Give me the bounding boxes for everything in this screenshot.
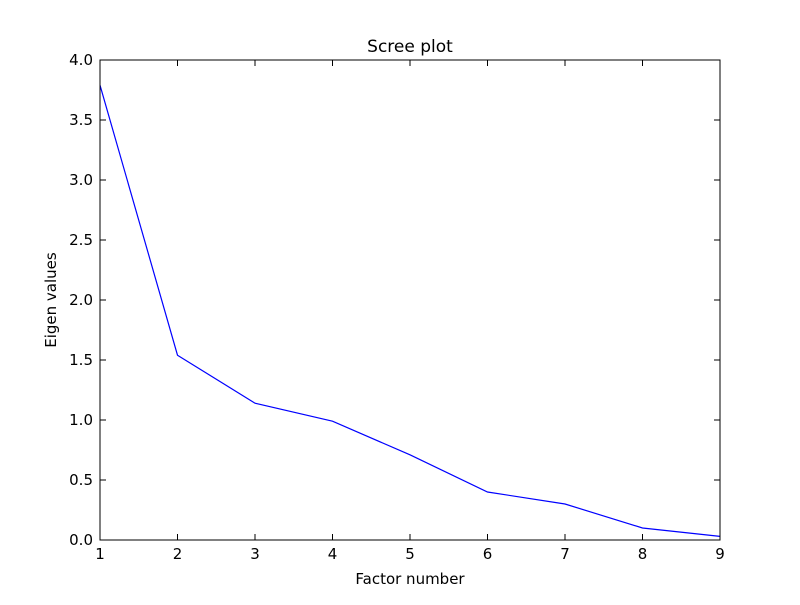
x-tick-label: 8 [638,545,648,563]
x-tick-label: 6 [483,545,493,563]
y-tick-label: 3.5 [69,111,93,129]
plot-frame [99,59,721,541]
x-tick-label: 3 [250,545,260,563]
y-tick-label: 2.5 [69,231,93,249]
y-tick-label: 4.0 [69,51,93,69]
y-tick-label: 3.0 [69,171,93,189]
chart-title: Scree plot [367,37,453,57]
y-axis-label: Eigen values [42,252,60,348]
x-tick-label: 9 [715,545,725,563]
y-tick-label: 1.5 [69,351,93,369]
x-tick-label: 2 [173,545,183,563]
y-tick-label: 0.5 [69,471,93,489]
y-tick-label: 0.0 [69,531,93,549]
x-axis-label: Factor number [355,570,465,588]
y-tick-label: 2.0 [69,291,93,309]
y-tick-label: 1.0 [69,411,93,429]
x-tick-label: 7 [560,545,570,563]
series-layer [99,85,721,537]
x-tick-label: 1 [95,545,105,563]
eigenvalue-line [99,85,721,537]
x-tick-label: 5 [405,545,415,563]
x-tick-label: 4 [328,545,338,563]
